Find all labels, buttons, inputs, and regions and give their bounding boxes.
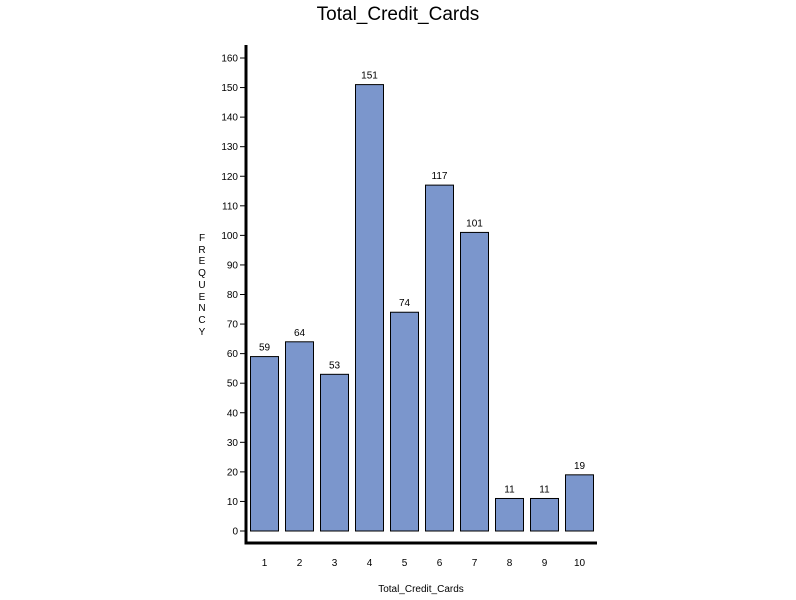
bar [390,311,419,532]
x-tick-label: 9 [542,558,548,569]
bar-data-label: 74 [399,298,411,309]
y-tick-label: 100 [221,231,238,242]
chart-title: Total_Credit_Cards [316,4,480,25]
y-tick-label: 40 [227,408,239,419]
bar-data-label: 11 [539,484,550,495]
bar [320,373,349,532]
x-tick-label: 5 [402,558,408,569]
y-tick-label: 160 [221,54,238,65]
y-tick-label: 150 [221,83,238,94]
y-tick-label: 80 [227,290,239,301]
x-tick-label: 6 [437,558,443,569]
x-tick-label: 2 [297,558,303,569]
y-tick-label: 140 [221,113,238,124]
bar [530,497,559,532]
bar [495,497,524,532]
bar [425,184,454,532]
x-tick-label: 3 [332,558,338,569]
bars-layer: 59 64 53 151 74 117 101 11 11 19 [250,71,594,532]
x-tick-label: 10 [574,558,586,569]
y-tick-label: 10 [227,497,239,508]
x-tick-label: 7 [472,558,478,569]
y-tick-label: 0 [232,527,238,538]
y-tick-label: 60 [227,349,239,360]
y-tick-label: 20 [227,467,239,478]
y-tick-label: 120 [221,172,238,183]
y-tick-label: 30 [227,438,239,449]
x-axis-label: Total_Credit_Cards [378,584,464,595]
bar-data-label: 117 [432,171,448,182]
bar-data-label: 59 [259,343,271,354]
bar-data-label: 64 [294,328,306,339]
bar [460,231,489,532]
y-tick-label: 90 [227,260,239,271]
bar [565,474,594,532]
bar-data-label: 11 [504,484,515,495]
y-tick-label: 130 [221,142,238,153]
bar [285,341,314,532]
bar-data-label: 19 [574,461,586,472]
x-tick-label: 8 [507,558,513,569]
y-tick-label: 110 [222,201,238,212]
bar [355,84,384,532]
axes-layer: 0102030405060708090100110120130140150160… [221,45,597,569]
x-tick-label: 4 [367,558,373,569]
y-tick-label: 50 [227,379,239,390]
bar [250,356,279,532]
x-tick-label: 1 [262,558,268,569]
bar-data-label: 101 [466,218,483,229]
y-tick-label: 70 [227,320,239,331]
bar-data-label: 53 [329,360,341,371]
bar-data-label: 151 [361,71,378,82]
